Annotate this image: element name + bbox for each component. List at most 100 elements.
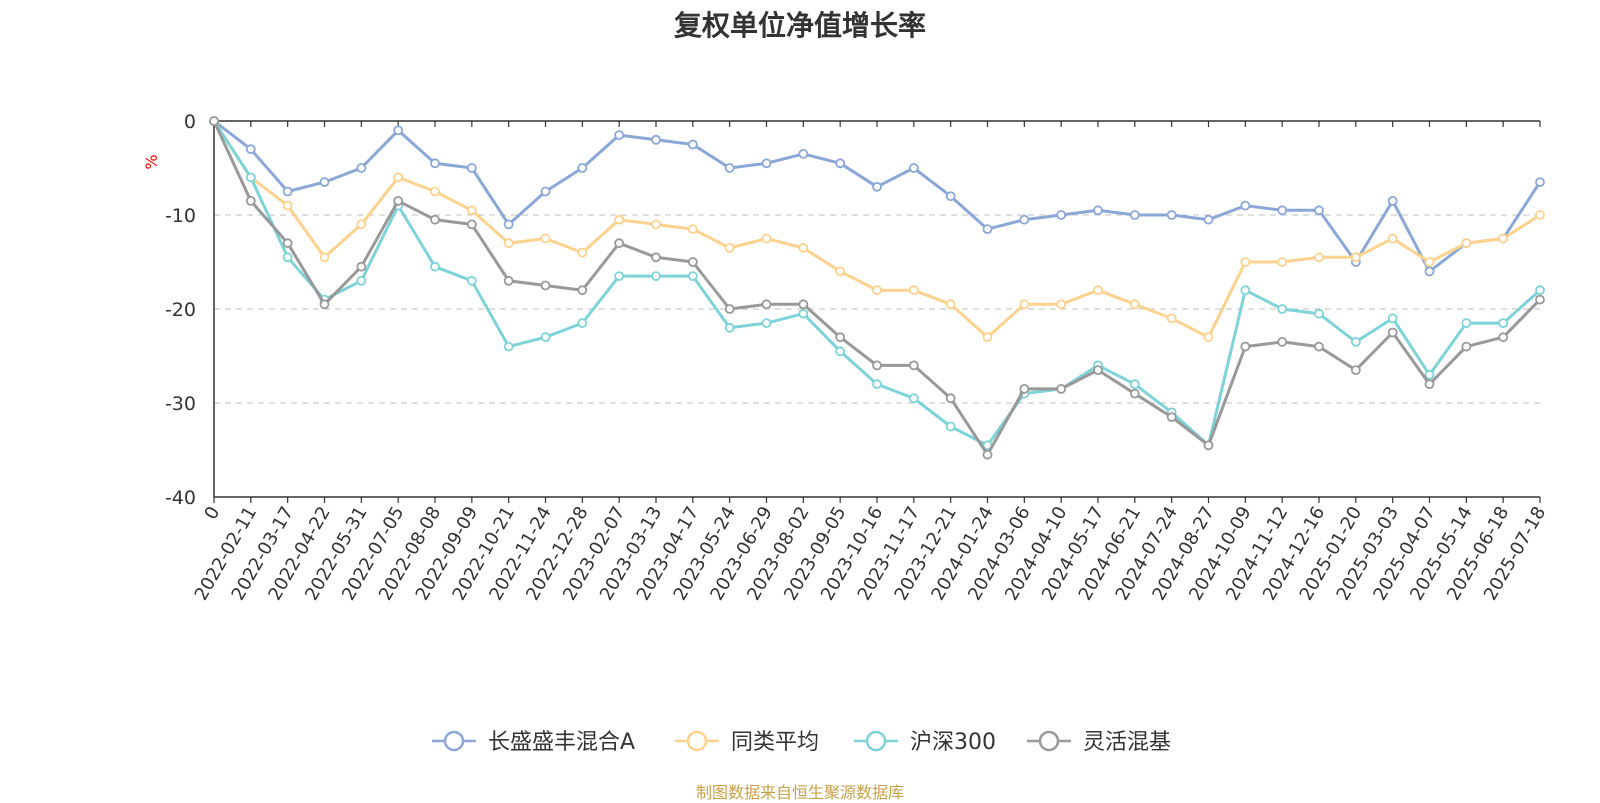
legend-item[interactable]: 灵活混基 [1027,730,1171,755]
data-point [1240,257,1251,267]
data-point [503,341,514,352]
data-point [908,393,919,404]
data-point [540,332,551,343]
data-point [282,200,293,211]
data-point [835,332,846,343]
series-1 [209,116,1545,343]
data-point [1314,341,1324,352]
data-point [1019,299,1030,310]
legend-item[interactable]: 沪深300 [854,730,996,755]
data-point [1314,308,1324,319]
series-line [213,119,1542,273]
data-point [1093,205,1103,216]
data-point [945,393,956,404]
legend-label: 长盛盛丰混合A [488,730,635,755]
data-point [430,158,440,169]
data-point [1424,369,1435,380]
data-point [835,266,846,277]
data-point [945,421,956,432]
data-point [1166,412,1177,423]
legend-item[interactable]: 长盛盛丰混合A [432,730,635,755]
legend-swatch-marker [686,730,708,752]
data-point [687,224,698,235]
data-point [430,261,440,272]
data-point [982,332,993,343]
data-point [577,318,588,329]
data-point [393,195,404,206]
data-point [1535,210,1545,220]
data-point [1166,313,1177,324]
data-point [614,271,625,282]
data-point [1056,299,1067,310]
y-tick-label: 0 [184,111,196,133]
data-point [503,275,514,286]
data-point [393,172,404,183]
data-point [393,125,404,136]
data-point [356,219,367,230]
data-point [1277,304,1288,314]
data-point [1461,238,1472,249]
data-point [651,134,661,145]
y-axis-unit-label: % [142,154,161,169]
data-point [1056,210,1067,220]
data-point [798,148,809,159]
data-point [1498,318,1509,329]
data-point [356,163,367,173]
data-point [1424,266,1435,277]
data-point [651,219,661,230]
data-point [1277,336,1288,347]
y-tick-label: -20 [165,299,196,321]
data-point [1056,383,1067,394]
data-point [282,186,293,197]
x-tick-label: 0 [200,503,224,523]
legend-item[interactable]: 同类平均 [675,730,819,755]
data-point [540,280,551,291]
data-point [356,275,367,286]
series-2 [209,116,1545,451]
data-point [319,177,330,188]
data-point [1350,252,1361,263]
data-point [1019,383,1030,394]
data-point [1350,336,1361,347]
data-point [1277,205,1288,216]
data-point [945,299,956,310]
data-point [1129,299,1140,310]
data-point [319,299,330,310]
data-point [1203,214,1214,225]
data-point [540,233,551,244]
data-point [1498,332,1509,343]
data-point [1461,318,1472,329]
data-point [651,252,661,263]
data-point [908,285,919,296]
data-point [282,252,293,263]
data-point [798,242,809,253]
data-point [908,360,919,371]
data-point [614,214,625,225]
data-point [761,299,772,310]
series-3 [209,116,1545,460]
data-point [1240,285,1251,296]
data-point [540,186,551,197]
data-point [614,238,625,249]
data-point [466,275,477,286]
series-line [212,120,1541,447]
data-point [503,219,514,230]
data-point [466,205,477,216]
data-point [651,271,661,282]
y-tick-label: -30 [165,393,196,415]
y-tick-label: -10 [165,205,196,227]
data-point [1314,252,1324,263]
data-point [577,247,588,258]
legend-label: 灵活混基 [1083,730,1171,755]
data-point [430,214,440,225]
data-point [503,238,514,249]
data-point [1129,379,1140,390]
data-point [1350,365,1361,376]
data-point [1461,341,1472,352]
data-point [982,449,993,460]
data-point [1129,388,1140,399]
data-point [908,163,919,173]
data-point [798,308,809,319]
data-point [209,116,219,126]
data-point [1240,341,1251,352]
